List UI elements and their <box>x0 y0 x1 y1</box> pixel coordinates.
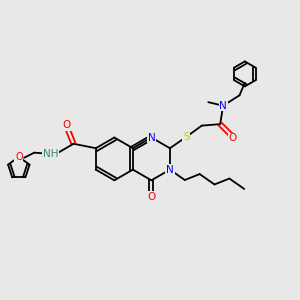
Text: NH: NH <box>43 148 58 159</box>
Text: N: N <box>219 101 227 111</box>
Text: N: N <box>166 165 174 175</box>
Text: O: O <box>229 134 237 143</box>
Text: N: N <box>148 133 155 142</box>
Text: O: O <box>63 120 71 130</box>
Text: S: S <box>183 132 190 142</box>
Text: O: O <box>15 152 22 162</box>
Text: O: O <box>147 192 155 202</box>
